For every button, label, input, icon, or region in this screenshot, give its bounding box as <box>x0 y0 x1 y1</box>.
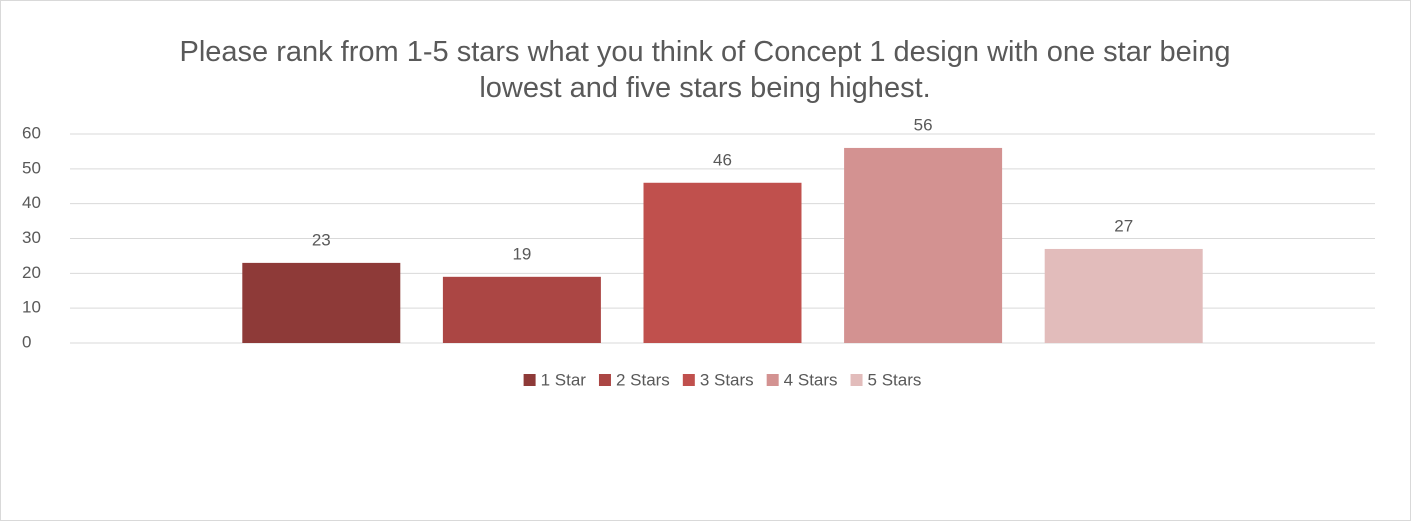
legend-label: 3 Stars <box>700 370 754 389</box>
legend-label: 1 Star <box>541 370 587 389</box>
legend-swatch <box>682 374 695 386</box>
legend-swatch <box>766 374 779 386</box>
data-label: 27 <box>1114 216 1133 235</box>
bar <box>1044 248 1203 343</box>
y-tick-label: 10 <box>22 298 41 317</box>
legend-label: 5 Stars <box>868 370 922 389</box>
data-label: 19 <box>512 244 531 263</box>
data-label: 46 <box>713 150 732 169</box>
legend-swatch <box>850 374 863 386</box>
bar <box>242 262 401 343</box>
bar <box>442 276 601 343</box>
legend-swatch <box>598 374 611 386</box>
bar <box>844 147 1003 343</box>
chart-title: Please rank from 1-5 stars what you thin… <box>179 36 1231 104</box>
y-tick-label: 50 <box>22 158 41 177</box>
y-tick-label: 60 <box>22 123 41 142</box>
data-label: 23 <box>312 230 331 249</box>
legend-swatch <box>523 374 536 386</box>
legend-label: 4 Stars <box>784 370 838 389</box>
bar <box>643 182 802 343</box>
y-tick-label: 30 <box>22 228 41 247</box>
y-tick-label: 20 <box>22 263 41 282</box>
legend-label: 2 Stars <box>616 370 670 389</box>
y-tick-label: 0 <box>22 332 31 351</box>
y-tick-label: 40 <box>22 193 41 212</box>
data-label: 56 <box>914 115 933 134</box>
